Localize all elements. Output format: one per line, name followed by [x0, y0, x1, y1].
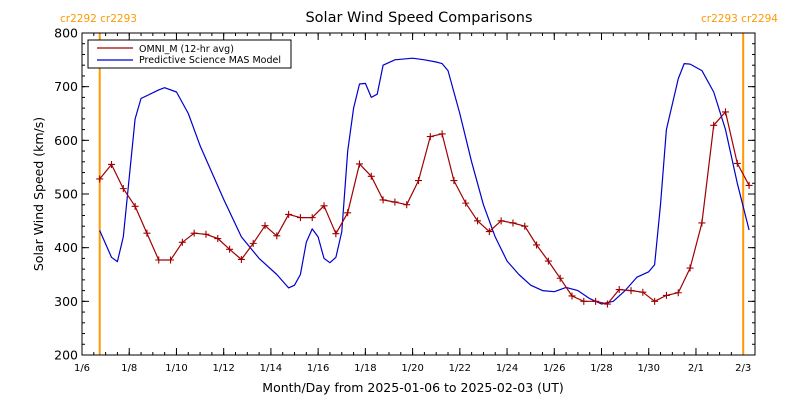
series-layer [96, 57, 753, 308]
carrington-markers: cr2292 cr2293 cr2293 cr2294 [60, 13, 778, 355]
data-point-marker [308, 214, 316, 222]
data-point-marker [544, 257, 552, 265]
data-point-marker [249, 239, 257, 247]
x-tick-label: 1/26 [543, 363, 565, 374]
data-point-marker [485, 228, 493, 236]
data-point-marker [651, 297, 659, 305]
data-point-marker [509, 219, 517, 227]
data-point-marker [273, 232, 281, 240]
x-tick-label: 1/24 [496, 363, 518, 374]
plot-frame [81, 32, 756, 356]
data-point-marker [415, 177, 422, 185]
y-tick-label: 300 [54, 294, 78, 309]
data-point-marker [143, 229, 151, 237]
x-tick-label: 1/28 [590, 363, 612, 374]
data-point-marker [285, 210, 293, 218]
data-point-marker [639, 288, 647, 296]
x-tick-label: 2/3 [735, 363, 751, 374]
data-point-marker [355, 160, 363, 168]
carrington-label: cr2293 cr2294 [701, 13, 778, 25]
series-line [99, 111, 750, 305]
data-point-marker [344, 209, 352, 217]
data-point-marker [733, 159, 741, 167]
data-point-marker [131, 202, 139, 210]
data-point-marker [237, 255, 245, 263]
data-point-marker [710, 121, 718, 129]
data-point-marker [521, 222, 529, 230]
y-tick-label: 800 [54, 26, 78, 41]
data-point-marker [178, 238, 186, 246]
data-point-marker [391, 198, 399, 206]
data-point-marker [627, 287, 635, 295]
data-point-marker [379, 196, 387, 204]
x-tick-label: 1/20 [401, 363, 423, 374]
y-tick-label: 200 [54, 348, 78, 363]
data-point-marker [167, 256, 175, 264]
x-tick-label: 1/14 [260, 363, 282, 374]
data-point-marker [438, 130, 446, 138]
chart-title: Solar Wind Speed Comparisons [305, 10, 532, 26]
data-point-marker [202, 230, 210, 238]
data-point-marker [662, 291, 670, 299]
data-point-marker [119, 185, 127, 193]
x-tick-label: 1/12 [212, 363, 234, 374]
x-tick-label: 1/8 [121, 363, 137, 374]
x-axis-label: Month/Day from 2025-01-06 to 2025-02-03 … [262, 380, 563, 395]
data-point-marker [686, 264, 694, 272]
data-point-marker [533, 241, 541, 249]
data-point-marker [403, 201, 411, 209]
data-point-marker [261, 222, 269, 230]
x-tick-label: 1/6 [74, 363, 90, 374]
y-tick-label: 600 [54, 133, 78, 148]
x-tick-label: 1/10 [165, 363, 187, 374]
data-point-marker [155, 256, 163, 264]
data-point-marker [698, 219, 706, 227]
legend-label-mas: Predictive Science MAS Model [139, 55, 281, 66]
data-point-marker [556, 274, 564, 282]
data-point-marker [474, 217, 482, 225]
data-point-marker [108, 160, 116, 168]
legend: OMNI_M (12-hr avg) Predictive Science MA… [87, 39, 292, 69]
legend-label-omni: OMNI_M (12-hr avg) [139, 44, 234, 55]
series-line [99, 57, 750, 305]
data-point-marker [226, 245, 234, 253]
x-tick-label: 2/1 [688, 363, 704, 374]
data-point-marker [674, 289, 682, 297]
data-point-marker [214, 235, 222, 243]
x-tick-label: 1/22 [449, 363, 471, 374]
carrington-label: cr2292 cr2293 [60, 13, 137, 25]
data-point-marker [450, 177, 458, 185]
axes-layer: 1/6 1/8 1/10 1/12 1/14 1/16 1/18 1/20 1/22 1/24 1/… [54, 26, 756, 374]
legend-box [87, 39, 292, 69]
data-point-marker [497, 217, 505, 225]
y-tick-label: 500 [54, 187, 78, 202]
data-point-marker [367, 172, 375, 180]
data-point-marker [190, 229, 198, 237]
data-point-marker [580, 297, 588, 305]
y-tick-label: 400 [54, 240, 78, 255]
data-point-marker [721, 108, 729, 116]
data-point-marker [426, 133, 434, 141]
data-point-marker [320, 202, 328, 210]
y-tick-label: 700 [54, 79, 78, 94]
data-point-marker [462, 199, 470, 207]
data-point-marker [615, 286, 623, 294]
data-point-marker [332, 230, 340, 238]
data-point-marker [296, 214, 304, 222]
data-point-marker [568, 292, 576, 300]
x-tick-label: 1/30 [638, 363, 660, 374]
y-axis-label: Solar Wind Speed (km/s) [31, 117, 46, 271]
data-point-marker [96, 175, 104, 183]
data-point-marker [592, 297, 600, 305]
data-point-marker [603, 300, 611, 308]
data-point-marker [745, 181, 753, 189]
x-tick-label: 1/16 [307, 363, 329, 374]
x-tick-label: 1/18 [354, 363, 376, 374]
